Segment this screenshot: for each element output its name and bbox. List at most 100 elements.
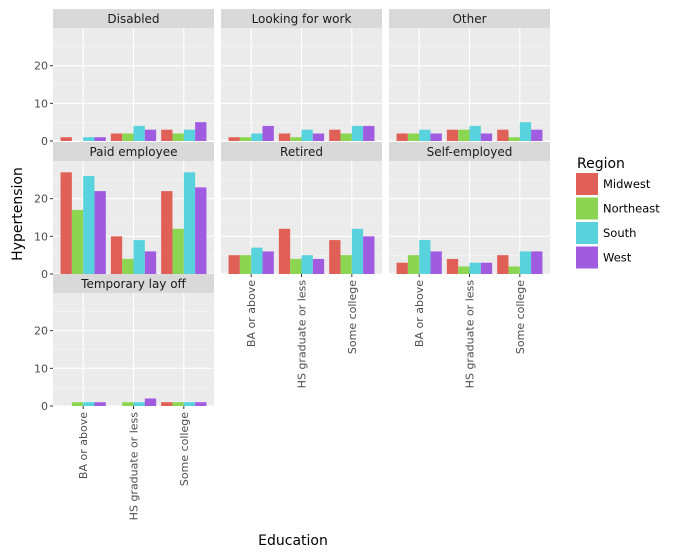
bar-disabled-some-college-midwest: [161, 129, 173, 141]
bar-other-hs-graduate-or-less-northeast: [458, 129, 470, 141]
panels-layer: Disabled 0 10 20 Looking for work Other Paid e…: [34, 9, 550, 520]
panel-retired: Retired BA or above HS graduate or less Som…: [221, 142, 382, 388]
bar-retired-hs-graduate-or-less-midwest: [278, 228, 291, 274]
bar-paid-employee-hs-graduate-or-less-south: [133, 240, 145, 274]
bar-paid-employee-ba-or-above-south: [83, 176, 95, 274]
strip-label-retired: Retired: [280, 145, 323, 159]
bar-looking-for-work-hs-graduate-or-less-midwest: [278, 133, 291, 141]
legend-key-midwest: [576, 173, 598, 195]
legend-key-south: [576, 222, 598, 244]
bar-temporary-lay-off-ba-or-above-west: [94, 402, 106, 406]
bar-looking-for-work-some-college-south: [351, 125, 364, 141]
bar-other-some-college-west: [531, 129, 543, 141]
bar-other-hs-graduate-or-less-midwest: [446, 129, 459, 141]
bar-retired-ba-or-above-west: [262, 251, 274, 274]
bar-paid-employee-hs-graduate-or-less-northeast: [122, 258, 134, 274]
bar-paid-employee-hs-graduate-or-less-west: [144, 251, 157, 274]
bar-paid-employee-hs-graduate-or-less-midwest: [110, 236, 123, 274]
strip-retired: [221, 142, 382, 161]
bar-self-employed-ba-or-above-south: [419, 240, 431, 274]
bar-disabled-ba-or-above-midwest: [60, 137, 72, 141]
bar-disabled-some-college-northeast: [172, 133, 184, 141]
bar-retired-some-college-south: [351, 228, 364, 274]
strip-temporary-lay-off: [53, 274, 214, 293]
strip-other: [389, 9, 550, 28]
y-tick-label: 0: [41, 135, 48, 148]
strip-label-looking-for-work: Looking for work: [252, 12, 352, 26]
strip-label-temporary-lay-off: Temporary lay off: [80, 277, 186, 291]
x-tick-label: HS graduate or less: [464, 280, 477, 389]
bar-looking-for-work-hs-graduate-or-less-south: [301, 129, 313, 141]
panel-looking-for-work: Looking for work: [221, 9, 382, 142]
strip-label-paid-employee: Paid employee: [89, 145, 177, 159]
strip-label-disabled: Disabled: [107, 12, 159, 26]
bar-temporary-lay-off-some-college-northeast: [172, 402, 184, 406]
x-tick-label: HS graduate or less: [128, 412, 141, 521]
bar-other-some-college-northeast: [508, 137, 520, 141]
bar-self-employed-hs-graduate-or-less-south: [469, 262, 481, 274]
bar-looking-for-work-some-college-west: [363, 125, 375, 141]
bar-self-employed-some-college-midwest: [497, 255, 509, 274]
bar-paid-employee-some-college-west: [195, 187, 207, 274]
bar-other-some-college-south: [519, 122, 532, 141]
x-tick-label: BA or above: [413, 280, 426, 347]
bar-paid-employee-ba-or-above-west: [94, 191, 106, 274]
y-tick-label: 10: [34, 230, 48, 243]
bar-temporary-lay-off-some-college-south: [183, 402, 196, 406]
y-axis-title: Hypertension: [10, 167, 26, 261]
bar-paid-employee-ba-or-above-midwest: [60, 172, 72, 274]
legend-label-midwest: Midwest: [603, 177, 651, 191]
x-tick-label: Some college: [346, 280, 359, 354]
bar-temporary-lay-off-ba-or-above-south: [83, 402, 95, 406]
bar-other-ba-or-above-northeast: [407, 133, 420, 141]
bar-retired-some-college-west: [363, 236, 375, 274]
legend-key-west: [576, 246, 598, 269]
y-tick-label: 20: [34, 325, 48, 338]
bar-other-hs-graduate-or-less-west: [480, 133, 493, 141]
strip-paid-employee: [53, 142, 214, 161]
bar-disabled-hs-graduate-or-less-midwest: [110, 133, 123, 141]
bar-retired-hs-graduate-or-less-south: [301, 255, 313, 274]
bar-retired-ba-or-above-northeast: [239, 255, 252, 274]
x-tick-label: BA or above: [77, 412, 90, 479]
legend-title: Region: [577, 156, 625, 172]
bar-self-employed-hs-graduate-or-less-west: [480, 262, 493, 274]
bar-paid-employee-some-college-midwest: [161, 191, 173, 274]
strip-label-other: Other: [452, 12, 486, 26]
bar-retired-some-college-northeast: [340, 255, 352, 274]
y-tick-label: 0: [41, 268, 48, 281]
bar-self-employed-some-college-northeast: [508, 266, 520, 274]
bar-paid-employee-some-college-northeast: [172, 228, 184, 274]
bar-temporary-lay-off-ba-or-above-northeast: [71, 402, 84, 406]
panel-disabled: Disabled 0 10 20: [34, 9, 214, 148]
bar-temporary-lay-off-hs-graduate-or-less-south: [133, 402, 145, 406]
bar-looking-for-work-ba-or-above-midwest: [228, 137, 240, 141]
y-tick-label: 20: [34, 60, 48, 73]
panel-paid-employee: Paid employee 0 10 20: [34, 142, 214, 281]
bar-retired-ba-or-above-south: [251, 247, 263, 274]
bar-retired-hs-graduate-or-less-west: [312, 258, 325, 274]
panel-other: Other: [389, 9, 550, 142]
y-tick-label: 10: [34, 97, 48, 110]
legend-label-northeast: Northeast: [603, 202, 660, 216]
bar-other-ba-or-above-west: [430, 133, 442, 141]
bar-other-some-college-midwest: [497, 129, 509, 141]
legend-key-northeast: [576, 197, 598, 220]
bar-disabled-ba-or-above-south: [83, 137, 95, 141]
x-tick-label: Some college: [514, 280, 527, 354]
bar-disabled-ba-or-above-west: [94, 137, 106, 141]
bar-retired-hs-graduate-or-less-northeast: [290, 258, 302, 274]
bar-other-ba-or-above-midwest: [396, 133, 408, 141]
bar-self-employed-hs-graduate-or-less-midwest: [446, 258, 459, 274]
bar-disabled-some-college-south: [183, 129, 196, 141]
bar-self-employed-ba-or-above-midwest: [396, 262, 408, 274]
strip-self-employed: [389, 142, 550, 161]
bar-disabled-some-college-west: [195, 122, 207, 141]
x-axis-title: Education: [258, 533, 328, 549]
y-tick-label: 20: [34, 193, 48, 206]
bar-looking-for-work-hs-graduate-or-less-west: [312, 133, 325, 141]
strip-label-self-employed: Self-employed: [427, 145, 513, 159]
bar-retired-some-college-midwest: [329, 240, 341, 274]
bar-temporary-lay-off-hs-graduate-or-less-west: [144, 398, 157, 406]
bar-retired-ba-or-above-midwest: [228, 255, 240, 274]
